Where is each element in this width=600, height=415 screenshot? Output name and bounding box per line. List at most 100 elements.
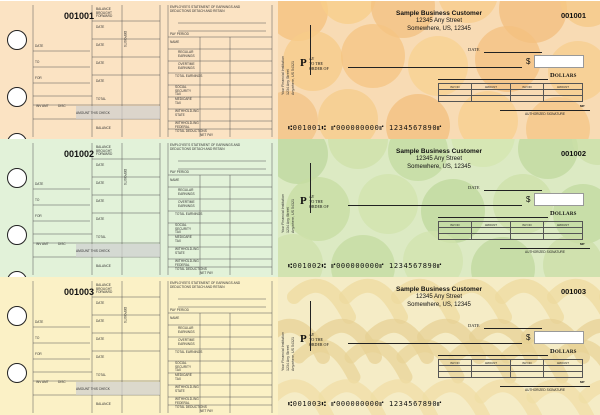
stub-date-label: DATE [96, 337, 105, 341]
stub-name-label: NAME [170, 316, 180, 320]
check-row: 001003 BALANCE BROUGHT FORWARD DATE DATE DAT… [0, 277, 600, 415]
check-row: 001001 BALANCE BROUGHT FORWARD DATE DATE DAT… [0, 1, 600, 153]
stub-regular-label: REGULAR EARNINGS [178, 326, 195, 334]
stub-total-label: TOTAL [96, 235, 106, 239]
mp-mark: MP [580, 104, 585, 108]
bank-line: 1234 Any Street [286, 207, 290, 233]
check-body: Sample Business Customer 12345 Any Street… [278, 1, 600, 139]
stub-inv-amt-label: INV AMT [36, 242, 49, 246]
invoice-table: INV NO AMOUNT INV NO AMOUNT [438, 83, 584, 102]
date-line [484, 328, 542, 329]
stub-date-label: DATE [96, 199, 105, 203]
stub-for-label: FOR [35, 352, 42, 356]
stub-social-security-label: SOCIAL SECURITY TAX [175, 85, 192, 97]
date-label: DATE [468, 185, 480, 190]
dollar-sign: $ [526, 333, 531, 342]
stub-pay-period-label: PAY PERIOD [170, 32, 189, 36]
bank-line: Your Financial Institution [281, 193, 285, 233]
pay-to-order-of: P AY TO THE ORDER OF [300, 191, 329, 209]
stub-deposits-label: DEPOSITS [123, 31, 127, 48]
stub-to-label: TO [35, 336, 40, 340]
invoice-table: INV NO AMOUNT INV NO AMOUNT [438, 221, 584, 240]
binder-hole [7, 87, 27, 107]
stub-statement-label: EMPLOYEE'S STATEMENT OF EARNINGS AND DED… [170, 143, 241, 151]
dollars-label: Dollars [550, 348, 577, 355]
check-stub: 001002 BALANCE BROUGHT FORWARD DATE DATE DAT… [0, 139, 278, 277]
authorized-signature-line: AUTHORIZED SIGNATURE [500, 386, 590, 392]
stub-medicare-label: MEDICARE TAX [175, 373, 192, 381]
stub-medicare-label: MEDICARE TAX [175, 235, 192, 243]
amount-box[interactable] [534, 55, 584, 68]
stub-date-label: DATE [96, 355, 105, 359]
stub-net-pay-label: NET PAY [200, 271, 214, 275]
stub-statement-label: EMPLOYEE'S STATEMENT OF EARNINGS AND DED… [170, 5, 241, 13]
payee-line [348, 205, 522, 206]
stub-balance-label: BALANCE [96, 402, 111, 406]
pay-to-order-of: P AY TO THE ORDER OF [300, 329, 329, 347]
stub-amount-this-check-label: AMOUNT THIS CHECK [76, 111, 110, 115]
stub-check-number: 001003 [64, 287, 95, 297]
dollars-label: Dollars [550, 210, 577, 217]
stub-for-label: FOR [35, 214, 42, 218]
pay-to-order-of: P AY TO THE ORDER OF [300, 53, 329, 71]
bank-line: Anywhere, US 54321 [291, 199, 295, 233]
stub-disc-label: DISC [58, 380, 66, 384]
stub-overtime-label: OVERTIME EARNINGS [178, 200, 195, 208]
stub-balance-forward-label: BALANCE BROUGHT FORWARD [96, 7, 113, 19]
stub-withhold-state-label: WITHHOLD-ING STATE [175, 109, 199, 117]
stub-pay-period-label: PAY PERIOD [170, 170, 189, 174]
stub-balance-label: BALANCE [96, 264, 111, 268]
customer-street: 12345 Any Street [415, 294, 463, 300]
binder-hole [7, 363, 27, 383]
amount-box[interactable] [534, 193, 584, 206]
date-line [484, 52, 542, 53]
payee-line [348, 343, 522, 344]
stub-to-label: TO [35, 60, 40, 64]
authorized-signature-line: AUTHORIZED SIGNATURE [500, 110, 590, 116]
vertical-rule [310, 301, 311, 351]
pay-letter: P [300, 195, 307, 207]
customer-name: Sample Business Customer [396, 286, 482, 293]
stub-date-label: DATE [96, 181, 105, 185]
stub-to-label: TO [35, 198, 40, 202]
stub-check-number: 001001 [64, 11, 95, 21]
bank-line: Your Financial Institution [281, 55, 285, 95]
stub-pay-period-label: PAY PERIOD [170, 308, 189, 312]
check-number: 001001 [560, 11, 586, 20]
stub-check-number: 001002 [64, 149, 95, 159]
bank-line: 1234 Any Street [286, 69, 290, 95]
bananas-background-image [278, 277, 600, 415]
stub-date-field-label: DATE [35, 320, 44, 324]
customer-street: 12345 Any Street [415, 156, 463, 162]
mp-mark: MP [580, 380, 585, 384]
stub-balance-label: BALANCE [96, 126, 111, 130]
pay-to-label: AY TO THE ORDER OF [309, 56, 329, 72]
stub-social-security-label: SOCIAL SECURITY TAX [175, 361, 192, 373]
stub-date-label: DATE [96, 25, 105, 29]
stub-date-label: DATE [96, 301, 105, 305]
dollar-sign: $ [526, 57, 531, 66]
stub-disc-label: DISC [58, 242, 66, 246]
check-stub: 001001 BALANCE BROUGHT FORWARD DATE DATE DAT… [0, 1, 278, 139]
stub-regular-label: REGULAR EARNINGS [178, 50, 195, 58]
written-amount-line [438, 79, 548, 80]
stub-total-earnings-label: TOTAL EARNINGS [175, 74, 203, 78]
customer-name: Sample Business Customer [396, 148, 482, 155]
check-stub: 001003 BALANCE BROUGHT FORWARD DATE DATE DAT… [0, 277, 278, 415]
stub-date-label: DATE [96, 43, 105, 47]
dollars-label: Dollars [550, 72, 577, 79]
vertical-rule [310, 25, 311, 75]
stub-balance-forward-label: BALANCE BROUGHT FORWARD [96, 283, 113, 295]
stub-inv-amt-label: INV AMT [36, 104, 49, 108]
stub-total-label: TOTAL [96, 97, 106, 101]
stub-date-field-label: DATE [35, 44, 44, 48]
binder-hole [7, 306, 27, 326]
stub-withhold-state-label: WITHHOLD-ING STATE [175, 385, 199, 393]
binder-hole [7, 225, 27, 245]
customer-name: Sample Business Customer [396, 10, 482, 17]
written-amount-line [438, 355, 548, 356]
stub-for-label: FOR [35, 76, 42, 80]
stub-total-deductions-label: TOTAL DEDUCTIONS [175, 267, 207, 271]
amount-box[interactable] [534, 331, 584, 344]
